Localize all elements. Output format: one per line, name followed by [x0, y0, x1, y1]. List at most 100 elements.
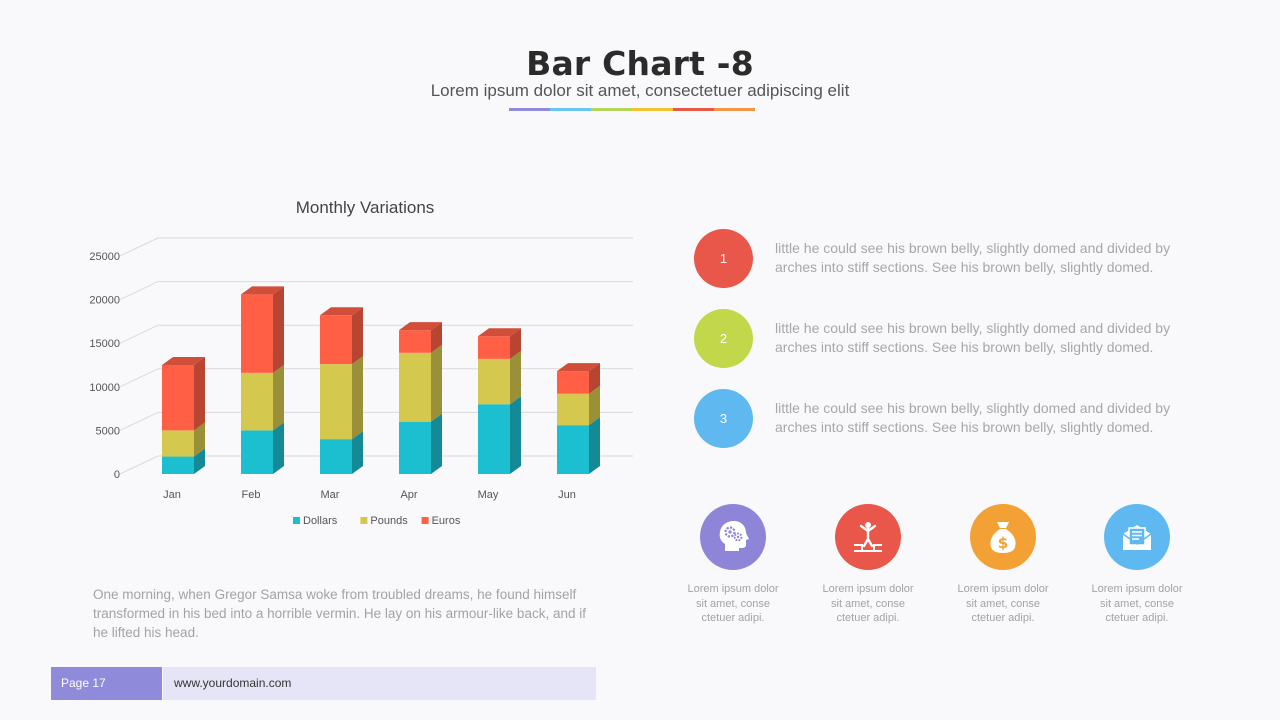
bar-euros-jan — [162, 365, 194, 431]
bar-chart: 0 5000 10000 15000 20000 25000 Jan Feb Mar Apr May… — [89, 237, 633, 527]
bar-side-euros-feb — [273, 286, 284, 373]
bar-side-euros-jan — [194, 357, 205, 431]
x-tick-label: Mar — [321, 489, 340, 501]
feature-circle: $ — [970, 504, 1036, 570]
bar-euros-apr — [399, 330, 431, 353]
money-bag-icon: $ — [990, 522, 1016, 553]
feature-caption: Lorem ipsum dolor sit amet, conse ctetue… — [687, 583, 779, 624]
bar-euros-mar — [320, 315, 352, 365]
bar-side-pounds-feb — [273, 364, 284, 431]
bar-side-dollars-jun — [589, 417, 600, 474]
bar-top-apr — [399, 322, 442, 331]
bar-dollars-jan — [162, 456, 194, 474]
point-number-badge: 3 — [694, 389, 753, 448]
bar-side-euros-apr — [431, 322, 442, 353]
bar-euros-feb — [241, 294, 273, 373]
feature-caption: Lorem ipsum dolor sit amet, conse ctetue… — [822, 583, 914, 624]
underline-segment-3 — [591, 108, 632, 111]
feature-caption: Lorem ipsum dolor sit amet, conse ctetue… — [1091, 583, 1183, 624]
bar-pounds-jun — [557, 393, 589, 426]
gridline-depth — [119, 411, 159, 431]
bar-euros-may — [478, 336, 510, 359]
bar-side-dollars-apr — [431, 413, 442, 474]
bar-side-pounds-jun — [589, 385, 600, 426]
page-subtitle: Lorem ipsum dolor sit amet, consectetuer… — [430, 81, 850, 100]
feature-item-4: Lorem ipsum dolor sit amet, conse ctetue… — [1077, 504, 1197, 626]
gridline-depth — [119, 368, 159, 388]
envelope-letter-icon — [1122, 525, 1152, 550]
bar-top-feb — [241, 286, 284, 295]
bar-side-dollars-mar — [352, 431, 363, 474]
point-text: little he could see his brown belly, sli… — [775, 240, 1171, 275]
bar-top-mar — [320, 307, 363, 316]
title-underline — [509, 108, 755, 111]
bar-side-pounds-jan — [194, 422, 205, 457]
bar-side-pounds-apr — [431, 344, 442, 422]
bar-top-jan — [162, 357, 205, 365]
bar-side-euros-jun — [589, 363, 600, 394]
point-item-3: 3 little he could see his brown belly, s… — [694, 389, 1214, 449]
bar-pounds-may — [478, 358, 510, 405]
underline-segment-5 — [673, 108, 714, 111]
bar-side-dollars-feb — [273, 422, 284, 474]
bar-dollars-feb — [241, 430, 273, 474]
bar-pounds-apr — [399, 352, 431, 422]
point-item-1: 1 little he could see his brown belly, s… — [694, 229, 1214, 289]
feature-item-1: Lorem ipsum dolor sit amet, conse ctetue… — [673, 504, 793, 626]
bar-pounds-jan — [162, 430, 194, 457]
legend-label-dollars: Dollars — [303, 515, 338, 527]
x-tick-label: May — [478, 489, 499, 501]
bar-euros-jun — [557, 371, 589, 394]
point-text: little he could see his brown belly, sli… — [775, 400, 1171, 435]
x-tick-label: Jan — [163, 489, 181, 501]
underline-segment-2 — [550, 108, 591, 111]
gridline-depth — [119, 281, 159, 301]
bar-pounds-mar — [320, 364, 352, 440]
bar-dollars-jun — [557, 425, 589, 474]
point-text: little he could see his brown belly, sli… — [775, 320, 1171, 355]
x-tick-label: Feb — [242, 489, 261, 501]
legend-swatch-euros — [421, 517, 429, 524]
bar-side-pounds-may — [510, 350, 521, 405]
footer-url: www.yourdomain.com — [163, 667, 596, 700]
description-text: One morning, when Gregor Samsa woke from… — [93, 587, 586, 640]
head-gears-icon — [719, 521, 749, 551]
y-tick-label: 20000 — [89, 295, 120, 307]
y-tick-label: 5000 — [96, 425, 120, 437]
chart-title: Monthly Variations — [295, 198, 435, 217]
bar-top-jun — [557, 363, 600, 372]
bar-pounds-feb — [241, 372, 273, 431]
bar-dollars-may — [478, 404, 510, 474]
legend-swatch-pounds — [360, 517, 368, 524]
bar-dollars-apr — [399, 421, 431, 474]
legend-label-euros: Euros — [432, 515, 461, 527]
gridline-depth — [119, 324, 159, 344]
point-item-2: 2 little he could see his brown belly, s… — [694, 309, 1214, 369]
feature-circle — [1104, 504, 1170, 570]
bar-side-euros-mar — [352, 307, 363, 365]
feature-item-2: Lorem ipsum dolor sit amet, conse ctetue… — [808, 504, 928, 626]
feature-caption: Lorem ipsum dolor sit amet, conse ctetue… — [957, 583, 1049, 624]
svg-text:$: $ — [998, 534, 1008, 552]
feature-circle — [835, 504, 901, 570]
bar-top-may — [478, 328, 521, 337]
legend-swatch-dollars — [293, 517, 300, 524]
bar-side-pounds-mar — [352, 356, 363, 440]
y-tick-label: 25000 — [89, 251, 120, 263]
underline-segment-6 — [714, 108, 755, 111]
legend-label-pounds: Pounds — [370, 515, 408, 527]
bar-dollars-mar — [320, 439, 352, 474]
point-number-badge: 1 — [694, 229, 753, 288]
page-number: Page 17 — [51, 667, 162, 700]
y-tick-label: 10000 — [89, 382, 120, 394]
y-tick-label: 0 — [114, 469, 120, 481]
y-tick-label: 15000 — [89, 338, 120, 350]
gridline-depth — [119, 237, 159, 257]
bar-side-dollars-may — [510, 396, 521, 474]
underline-segment-1 — [509, 108, 550, 111]
x-tick-label: Apr — [400, 489, 417, 501]
gridline-depth — [119, 455, 159, 475]
page-title: Bar Chart -8 — [526, 44, 754, 83]
bar-side-dollars-jan — [194, 448, 205, 474]
underline-segment-4 — [632, 108, 673, 111]
